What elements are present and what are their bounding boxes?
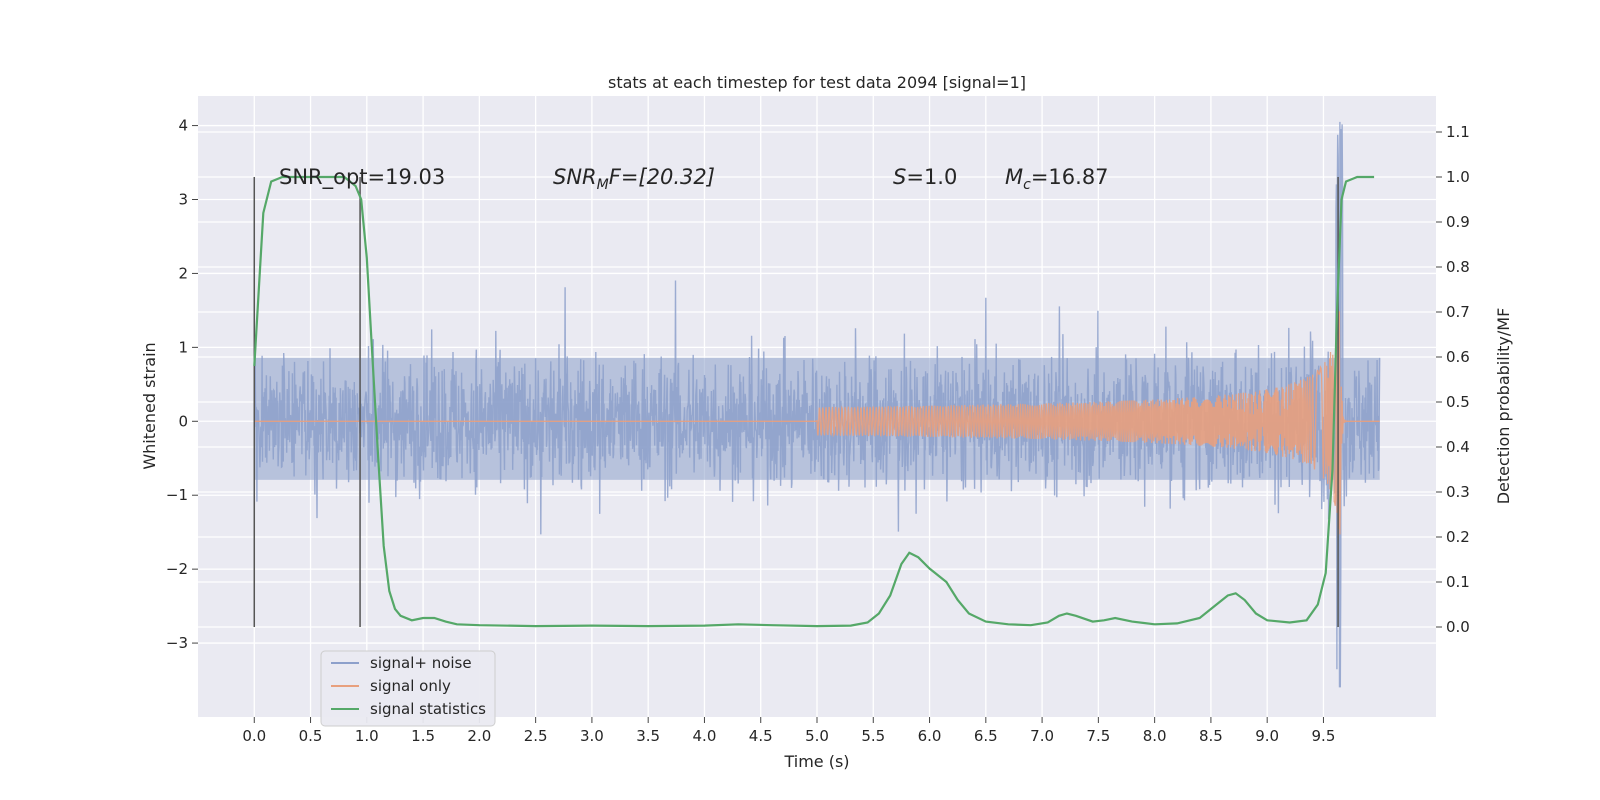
x-tick-label: 9.5: [1312, 727, 1336, 745]
x-tick-label: 8.0: [1143, 727, 1167, 745]
legend-label-noise: signal+ noise: [370, 654, 472, 672]
y-left-tick-label: −2: [166, 560, 188, 578]
x-tick-label: 4.0: [693, 727, 717, 745]
x-tick-label: 4.5: [749, 727, 773, 745]
y-right-tick-label: 0.8: [1446, 258, 1470, 276]
y-left-tick-label: 3: [178, 191, 188, 209]
x-tick-label: 3.0: [580, 727, 604, 745]
snr-mf-value: F=[20.32]: [609, 165, 715, 189]
chart-title: stats at each timestep for test data 209…: [608, 73, 1026, 92]
legend-label-signal: signal only: [370, 677, 451, 695]
y-right-tick-label: 1.0: [1446, 168, 1470, 186]
snr-mf-subscript: M: [597, 177, 609, 193]
x-tick-label: 5.5: [861, 727, 885, 745]
legend: signal+ noise signal only signal statist…: [320, 650, 496, 727]
x-tick-label: 3.5: [636, 727, 660, 745]
x-tick-label: 6.5: [974, 727, 998, 745]
mc-symbol: M: [1005, 165, 1023, 189]
x-axis-label: Time (s): [783, 752, 849, 771]
signal-strain-line: [254, 311, 1380, 535]
annotation-s: S=1.0: [893, 165, 957, 189]
axes: 0.0 0.5 1.0 1.5 2.0 2.5 3.0 3.5 4.0 4.5 5.0 5.5 6.0 6…: [166, 117, 1470, 745]
y-right-tick-label: 0.6: [1446, 348, 1470, 366]
annotation-mc: Mc=16.87: [1005, 165, 1109, 193]
y-right-tick-label: 0.4: [1446, 438, 1470, 456]
y-right-tick-label: 0.1: [1446, 573, 1470, 591]
x-tick-label: 0.5: [299, 727, 323, 745]
x-tick-label: 5.0: [805, 727, 829, 745]
annotation-snr-mf: SNRMF=[20.32]: [553, 165, 715, 193]
y-left-tick-label: 4: [178, 117, 188, 135]
y-axis-label-left: Whitened strain: [140, 342, 159, 469]
x-tick-label: 9.0: [1255, 727, 1279, 745]
y-right-tick-label: 0.0: [1446, 618, 1470, 636]
signal-statistics-series: [253, 175, 1375, 628]
x-tick-label: 1.0: [355, 727, 379, 745]
y-right-tick-label: 0.5: [1446, 393, 1470, 411]
s-value: =1.0: [906, 165, 957, 189]
x-tick-label: 6.0: [918, 727, 942, 745]
y-left-tick-label: 2: [178, 264, 188, 282]
x-tick-label: 8.5: [1199, 727, 1223, 745]
y-right-tick-label: 0.7: [1446, 303, 1470, 321]
x-tick-label: 2.5: [524, 727, 548, 745]
mc-subscript: c: [1023, 177, 1031, 193]
signal-statistics-line: [253, 175, 1375, 628]
mc-value: =16.87: [1031, 165, 1109, 189]
vertical-markers: [253, 177, 1339, 627]
y-axis-label-right: Detection probability/MF: [1494, 308, 1513, 505]
legend-label-stats: signal statistics: [370, 700, 486, 718]
y-left-tick-label: −3: [166, 634, 188, 652]
x-tick-label: 7.5: [1086, 727, 1110, 745]
x-tick-label: 2.0: [467, 727, 491, 745]
x-tick-label: 0.0: [242, 727, 266, 745]
y-right-tick-label: 0.9: [1446, 213, 1470, 231]
x-tick-label: 1.5: [411, 727, 435, 745]
snr-mf-symbol: SNR: [553, 165, 597, 189]
x-tick-label: 7.0: [1030, 727, 1054, 745]
signal-only-series: [254, 311, 1380, 535]
y-right-tick-label: 0.3: [1446, 483, 1470, 501]
annotation-snr-opt: SNR_opt=19.03: [279, 165, 445, 190]
legend-box: [320, 650, 496, 727]
y-right-tick-label: 1.1: [1446, 123, 1470, 141]
y-left-tick-label: 1: [178, 338, 188, 356]
s-symbol: S: [893, 165, 906, 189]
y-left-tick-label: 0: [178, 412, 188, 430]
y-right-tick-label: 0.2: [1446, 528, 1470, 546]
y-left-tick-label: −1: [166, 486, 188, 504]
